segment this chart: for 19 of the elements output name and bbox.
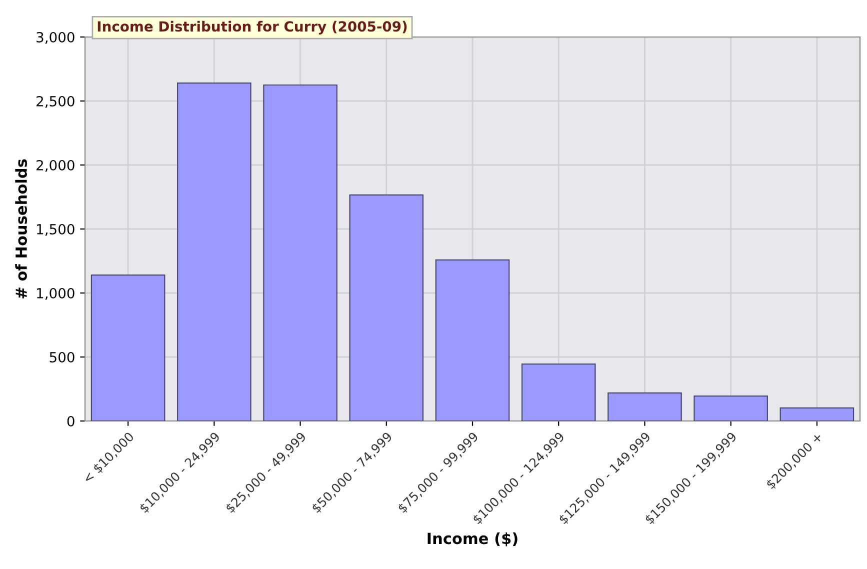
bar: [521, 363, 596, 421]
bar: [435, 259, 510, 421]
y-axis-title: # of Households: [15, 159, 27, 298]
y-tick-label: 500: [50, 352, 74, 362]
bar: [780, 407, 854, 421]
bar: [177, 82, 252, 421]
chart-title: Income Distribution for Curry (2005-09): [98, 20, 407, 34]
y-tick-label: 2,000: [36, 160, 74, 172]
y-tick-label: 1,500: [37, 224, 74, 236]
bar: [90, 274, 166, 421]
x-axis-title: Income ($): [428, 532, 518, 546]
bar: [608, 392, 682, 421]
bar: [349, 194, 424, 421]
bar: [694, 395, 768, 421]
y-tick-label: 1,000: [37, 288, 74, 300]
y-tick-label: 0: [67, 416, 74, 426]
y-tick-label: 2,500: [36, 96, 74, 108]
y-tick-label: 3,000: [36, 32, 74, 44]
bar: [263, 84, 338, 421]
